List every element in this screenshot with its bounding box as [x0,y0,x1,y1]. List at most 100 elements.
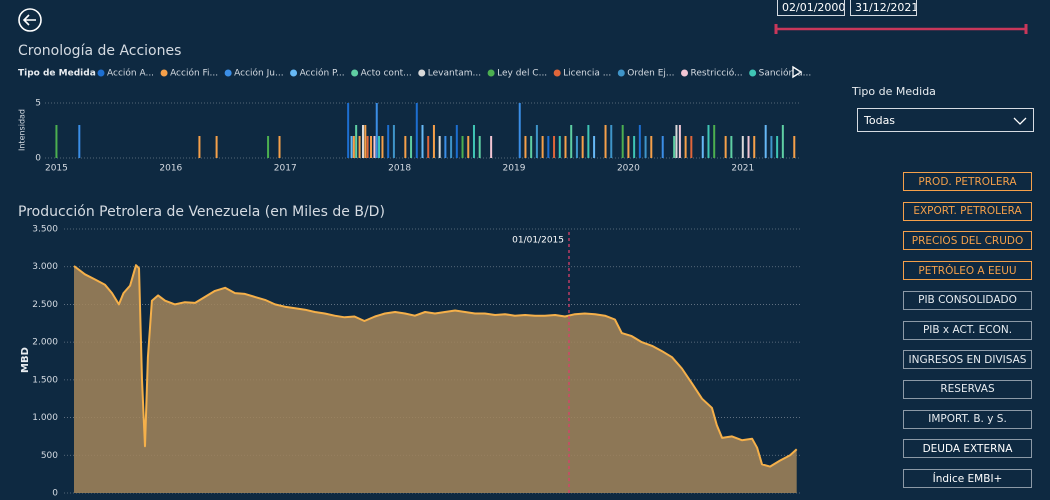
nav-button[interactable]: PETRÓLEO A EEUU [903,261,1032,281]
bar [347,103,350,158]
bar [78,125,81,158]
chart-title: Producción Petrolera de Venezuela (en Mi… [18,204,385,220]
legend-next[interactable] [792,65,803,79]
y-tick-label: 3.000 [32,262,58,272]
bar [644,136,647,158]
bar [472,125,475,158]
nav-button[interactable]: PIB CONSOLIDADO [903,290,1032,310]
legend-swatch [351,69,359,77]
bar [278,136,281,158]
bar [621,125,624,158]
filter-dropdown[interactable]: Todas [857,108,1034,132]
x-tick-label: 2017 [274,164,297,174]
bar [392,125,395,158]
nav-button[interactable]: RESERVAS [903,379,1032,399]
y-axis-label: Intensidad [18,109,27,151]
bar [352,136,355,158]
bar [198,136,201,158]
date-start[interactable]: 02/01/2000 [777,0,845,16]
chevron [1013,117,1027,125]
legend-swatch [418,69,426,77]
bar [627,136,630,158]
legend-label: Restricció... [691,68,743,79]
bar [673,136,676,158]
bar [581,136,584,158]
annotation-label: 01/01/2015 [512,236,564,246]
bar [638,125,641,158]
bar [444,136,447,158]
legend-label: Sanción a... [759,68,812,79]
nav-button[interactable]: Índice EMBI+ [903,469,1032,488]
legend-swatch [553,69,561,77]
bar [373,136,376,158]
bar [747,136,750,158]
legend-swatch [617,69,625,77]
back-button[interactable] [18,8,42,32]
bar [570,125,573,158]
bar [593,136,596,158]
bar [610,125,613,158]
y-tick-label: 1.000 [32,413,58,423]
filter-label: Tipo de Medida [852,85,936,98]
bar [633,136,636,158]
chart-title: Cronología de Acciones [18,43,181,59]
bar [770,136,773,158]
bar [378,136,381,158]
bar [558,136,561,158]
bar [450,136,453,158]
bar [690,136,693,158]
nav-button[interactable]: PIB x ACT. ECON. [903,320,1032,340]
bar [375,103,378,158]
bar [661,136,664,158]
nav-button[interactable]: PROD. PETROLERA [903,172,1032,191]
bar [701,136,704,158]
legend-label: Ley del C... [497,69,547,79]
legend-swatch [224,69,232,77]
bar [490,136,493,158]
y-tick-label: 2.500 [32,300,58,310]
nav-button[interactable]: DEUDA EXTERNA [903,439,1032,459]
legend-label: Acto cont... [361,69,412,79]
bar [684,136,687,158]
date-end[interactable]: 31/12/2021 [850,0,917,16]
bar [741,136,744,158]
bar [467,136,470,158]
nav-button[interactable]: INGRESOS EN DIVISAS [903,350,1032,370]
bar [587,125,590,158]
legend-swatch [97,69,105,77]
y-tick-label: 3.500 [32,225,58,235]
bar [776,136,779,158]
nav-button[interactable]: EXPORT. PETROLERA [903,201,1032,221]
filter-value: Todas [864,114,896,127]
bar [461,136,464,158]
legend-label: Acción Fi... [170,68,218,79]
y-tick-label: 5 [35,99,41,109]
bar [753,136,756,158]
legend-label: Orden Ej... [627,69,674,79]
legend-label: Licencia ... [563,69,611,79]
bar [366,136,369,158]
legend-label: Acción A... [107,68,154,79]
y-tick-label: 0 [52,489,58,499]
bar [438,136,441,158]
legend-swatch [160,69,168,77]
bar [793,136,796,158]
bar [575,136,578,158]
bar [678,125,681,158]
bar [355,125,358,158]
bar [350,136,353,158]
bar [404,136,407,158]
nav-button[interactable]: PRECIOS DEL CRUDO [903,231,1032,251]
x-tick-label: 2021 [731,164,754,174]
bar [707,125,710,158]
back-arrow [22,14,36,26]
bar [535,125,538,158]
nav-button[interactable]: IMPORT. B. y S. [903,409,1032,429]
x-tick-label: 2018 [388,164,411,174]
bar [455,125,458,158]
bar [518,103,521,158]
legend-swatch [681,69,689,77]
y-tick-label: 500 [41,451,58,461]
bar [421,125,424,158]
